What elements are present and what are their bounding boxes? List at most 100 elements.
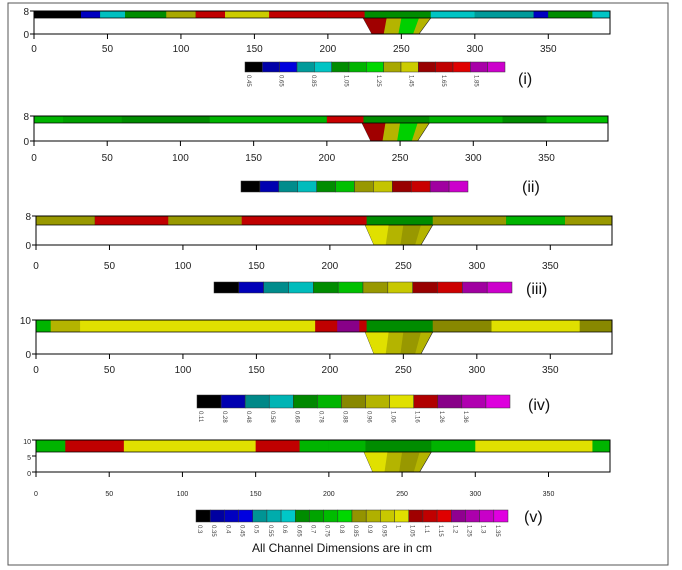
colorbar-swatch [429, 180, 450, 193]
colorbar-label: 1.35 [494, 525, 500, 537]
contour-region [533, 11, 549, 18]
colorbar-swatch [297, 180, 317, 193]
contour-region [326, 116, 364, 123]
x-tick-label: 50 [105, 491, 113, 498]
x-tick-label: 300 [465, 153, 482, 164]
colorbar-label: 0.75 [324, 525, 330, 537]
colorbar-label: 0.65 [295, 525, 301, 537]
y-tick-label: 0 [23, 137, 29, 148]
colorbar-label: 1.85 [473, 75, 479, 87]
x-tick-label: 300 [468, 261, 485, 272]
colorbar-swatch [373, 180, 393, 193]
contour-region [491, 320, 580, 332]
colorbar-swatch [422, 509, 438, 523]
colorbar-swatch [296, 61, 315, 73]
colorbar-label: 1.05 [409, 525, 415, 537]
colorbar-label: 0.85 [310, 75, 316, 87]
y-tick-label: 0 [27, 471, 31, 478]
colorbar-swatch [263, 281, 289, 294]
x-tick-label: 150 [245, 153, 262, 164]
x-tick-label: 300 [469, 491, 481, 498]
plot-frame [35, 215, 613, 246]
contour-region [546, 116, 608, 123]
colorbar-swatch [240, 180, 261, 193]
x-tick-label: 150 [248, 261, 265, 272]
contour-region [166, 11, 196, 18]
colorbar-swatch [387, 281, 413, 294]
colorbar-swatch [486, 281, 513, 294]
contour-region [63, 116, 122, 123]
contour-region [80, 320, 316, 332]
colorbar-label: 0.45 [239, 525, 245, 537]
colorbar-label: 1.06 [390, 411, 396, 423]
contour-panel-3: 8 00 50 100 150 200 250 300 350 (iii) [25, 212, 613, 298]
colorbar-swatch [317, 394, 342, 409]
contour-region [34, 116, 64, 123]
panel-label: (iii) [526, 281, 547, 298]
colorbar-swatch [354, 180, 374, 193]
contour-region [225, 11, 270, 18]
contour-region [506, 216, 565, 225]
plot-frame [33, 115, 609, 142]
colorbar-swatch [383, 61, 402, 73]
contour-region [432, 216, 507, 225]
colorbar-swatch [238, 281, 264, 294]
y-tick-label: 10 [23, 439, 31, 446]
colorbar-swatch [413, 394, 439, 409]
colorbar-swatch [213, 281, 240, 294]
colorbar-label: 0.45 [245, 75, 251, 87]
contour-region [34, 11, 82, 18]
colorbar-2 [240, 180, 469, 193]
colorbar-label: 0.4 [224, 525, 230, 534]
colorbar-swatch [412, 281, 438, 294]
x-tick-label: 200 [319, 153, 336, 164]
colorbar-label: 1.3 [480, 525, 486, 534]
x-tick-label: 200 [322, 365, 339, 376]
contour-region [327, 11, 365, 18]
colorbar-label: 0.58 [269, 411, 275, 423]
x-tick-label: 350 [540, 44, 557, 55]
colorbar-label: 0.5 [253, 525, 259, 534]
caption: All Channel Dimensions are in cm [252, 541, 432, 555]
figure-frame [7, 2, 669, 566]
channel-region [365, 332, 389, 354]
colorbar-label: 1.16 [414, 411, 420, 423]
colorbar-swatch [337, 281, 364, 294]
y-tick-label: 0 [25, 241, 31, 252]
x-tick-label: 350 [542, 365, 559, 376]
contour-panel-1: 8 00 50 100 150 200 250 300 350 0.45 0.65 0.85 1.05 1… [23, 7, 611, 88]
colorbar-swatch [252, 509, 268, 523]
x-tick-label: 200 [320, 44, 337, 55]
x-tick-label: 100 [177, 491, 189, 498]
x-tick-label: 150 [246, 44, 263, 55]
colorbar-swatch [365, 394, 390, 409]
colorbar-label: 0.11 [197, 411, 203, 423]
colorbar-swatch [351, 509, 367, 523]
colorbar-5: 0.3 0.35 0.4 0.45 0.5 0.55 0.6 0.65 0.7 0.75 0.8 0.… [195, 509, 509, 537]
y-tick-label: 0 [23, 30, 29, 41]
contour-region [121, 116, 210, 123]
x-tick-label: 0 [34, 491, 38, 498]
x-tick-label: 150 [250, 491, 262, 498]
colorbar-label: 0.78 [317, 411, 323, 423]
colorbar-label: 0.88 [341, 411, 347, 423]
x-tick-label: 50 [104, 261, 116, 272]
colorbar-1: 0.45 0.65 0.85 1.05 1.25 1.45 1.65 1.85 [244, 61, 506, 87]
x-tick-label: 100 [172, 153, 189, 164]
colorbar-swatch [224, 509, 239, 523]
colorbar-swatch [400, 61, 419, 73]
x-tick-label: 50 [102, 44, 114, 55]
colorbar-swatch [323, 509, 339, 523]
colorbar-swatch [493, 509, 509, 523]
colorbar-swatch [316, 180, 336, 193]
y-tick-label: 8 [25, 212, 31, 223]
colorbar-swatch [279, 61, 298, 73]
colorbar-label: 1.26 [438, 411, 444, 423]
contour-region [564, 216, 612, 225]
contour-region [502, 116, 547, 123]
colorbar-label: 1.25 [465, 525, 471, 537]
colorbar-swatch [437, 394, 463, 409]
colorbar-label: 1 [395, 525, 401, 529]
x-tick-label: 0 [33, 365, 39, 376]
